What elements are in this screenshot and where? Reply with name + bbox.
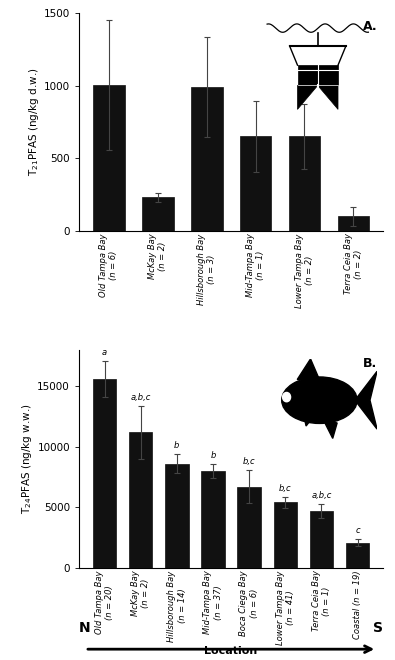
Bar xyxy=(165,464,188,568)
Bar xyxy=(240,137,271,230)
Text: N: N xyxy=(79,621,90,636)
Text: b,c: b,c xyxy=(243,457,256,467)
Text: a,b,c: a,b,c xyxy=(130,393,151,402)
Bar xyxy=(191,87,222,230)
Text: b: b xyxy=(210,451,216,460)
Text: c: c xyxy=(355,526,360,535)
Bar xyxy=(93,379,116,568)
Bar xyxy=(274,502,297,568)
Bar xyxy=(346,543,369,568)
Text: A.: A. xyxy=(363,20,377,33)
Bar xyxy=(289,137,320,230)
Bar xyxy=(93,85,125,230)
Text: a,b,c: a,b,c xyxy=(311,490,332,500)
Bar xyxy=(237,486,261,568)
Text: b,c: b,c xyxy=(279,484,292,493)
Bar xyxy=(201,471,225,568)
X-axis label: Location: Location xyxy=(205,646,258,656)
Text: a: a xyxy=(102,348,107,357)
Text: b: b xyxy=(174,441,180,450)
Y-axis label: T$_{24}$PFAS (ng/kg w.w.): T$_{24}$PFAS (ng/kg w.w.) xyxy=(21,404,34,514)
Y-axis label: T$_{21}$PFAS (ng/kg d.w.): T$_{21}$PFAS (ng/kg d.w.) xyxy=(27,67,41,176)
Bar xyxy=(142,197,173,230)
Bar xyxy=(310,511,333,568)
Bar xyxy=(129,432,152,568)
Bar xyxy=(337,216,369,230)
Text: B.: B. xyxy=(363,356,377,370)
Text: S: S xyxy=(373,621,383,636)
